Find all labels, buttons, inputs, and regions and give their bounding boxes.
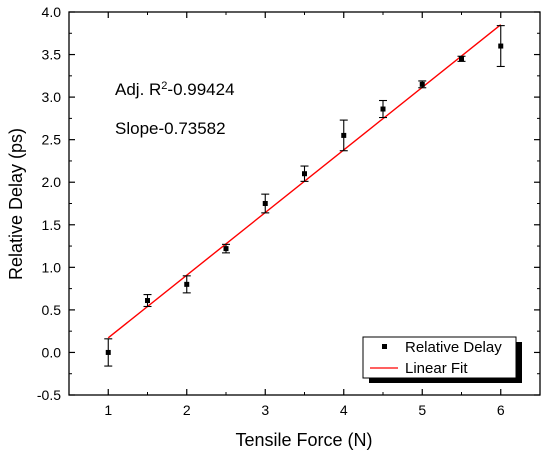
y-tick-label: -0.5 <box>37 387 61 403</box>
y-tick-label: 2.5 <box>42 132 62 148</box>
x-tick-label: 6 <box>497 402 505 418</box>
point-marker <box>223 246 229 252</box>
point-marker <box>262 201 268 206</box>
y-tick-label: 4.0 <box>42 4 62 20</box>
point-marker <box>498 43 504 49</box>
legend: Relative Delay Linear Fit <box>362 336 522 383</box>
data-point <box>143 294 152 308</box>
legend-marker-relative-delay <box>382 344 387 349</box>
point-marker <box>184 281 190 287</box>
adj-r2-prefix: Adj. R <box>115 80 161 99</box>
point-marker <box>105 349 111 355</box>
x-tick-label: 4 <box>340 402 348 418</box>
y-tick-label: 1.0 <box>42 259 62 275</box>
point-marker <box>459 56 464 62</box>
point-marker <box>341 132 347 138</box>
data-point <box>496 25 505 68</box>
legend-label-relative-delay: Relative Delay <box>405 339 502 356</box>
x-tick-label: 2 <box>183 402 191 418</box>
data-point <box>379 99 387 119</box>
data-point <box>300 165 309 182</box>
slope-annotation: Slope-0.73582 <box>115 119 226 138</box>
data-point <box>339 119 348 152</box>
data-point <box>261 193 270 214</box>
x-axis-label: Tensile Force (N) <box>235 430 372 450</box>
y-tick-label: 1.5 <box>42 217 62 233</box>
legend-label-linear-fit: Linear Fit <box>405 360 468 377</box>
data-point <box>457 55 466 62</box>
data-point <box>222 243 230 254</box>
adj-r2-value: -0.99424 <box>167 80 234 99</box>
data-point <box>418 80 427 89</box>
point-marker <box>380 106 386 112</box>
x-tick-label: 3 <box>261 402 269 418</box>
y-tick-label: 3.0 <box>42 89 62 105</box>
data-point <box>182 275 191 294</box>
y-tick-label: 3.5 <box>42 47 62 63</box>
y-tick-label: 0.0 <box>42 344 62 360</box>
point-marker <box>145 298 150 304</box>
adj-r2-superscript: 2 <box>161 80 167 92</box>
point-marker <box>302 171 307 177</box>
points-layer <box>104 25 505 367</box>
y-axis-label: Relative Delay (ps) <box>6 128 26 280</box>
x-tick-label: 5 <box>418 402 426 418</box>
adj-r2-annotation: Adj. R2-0.99424 <box>115 80 235 99</box>
y-tick-label: 0.5 <box>42 302 62 318</box>
plot-axes: 1 2 3 4 5 6 -0.5 0.0 0.5 1.0 1.5 2.0 2.5 3.0 3.5 4.0 <box>37 4 541 418</box>
point-marker <box>419 81 425 87</box>
legend-box <box>362 336 517 379</box>
x-tick-label: 1 <box>104 402 112 418</box>
y-tick-label: 2.0 <box>42 174 62 190</box>
data-point <box>104 338 113 367</box>
